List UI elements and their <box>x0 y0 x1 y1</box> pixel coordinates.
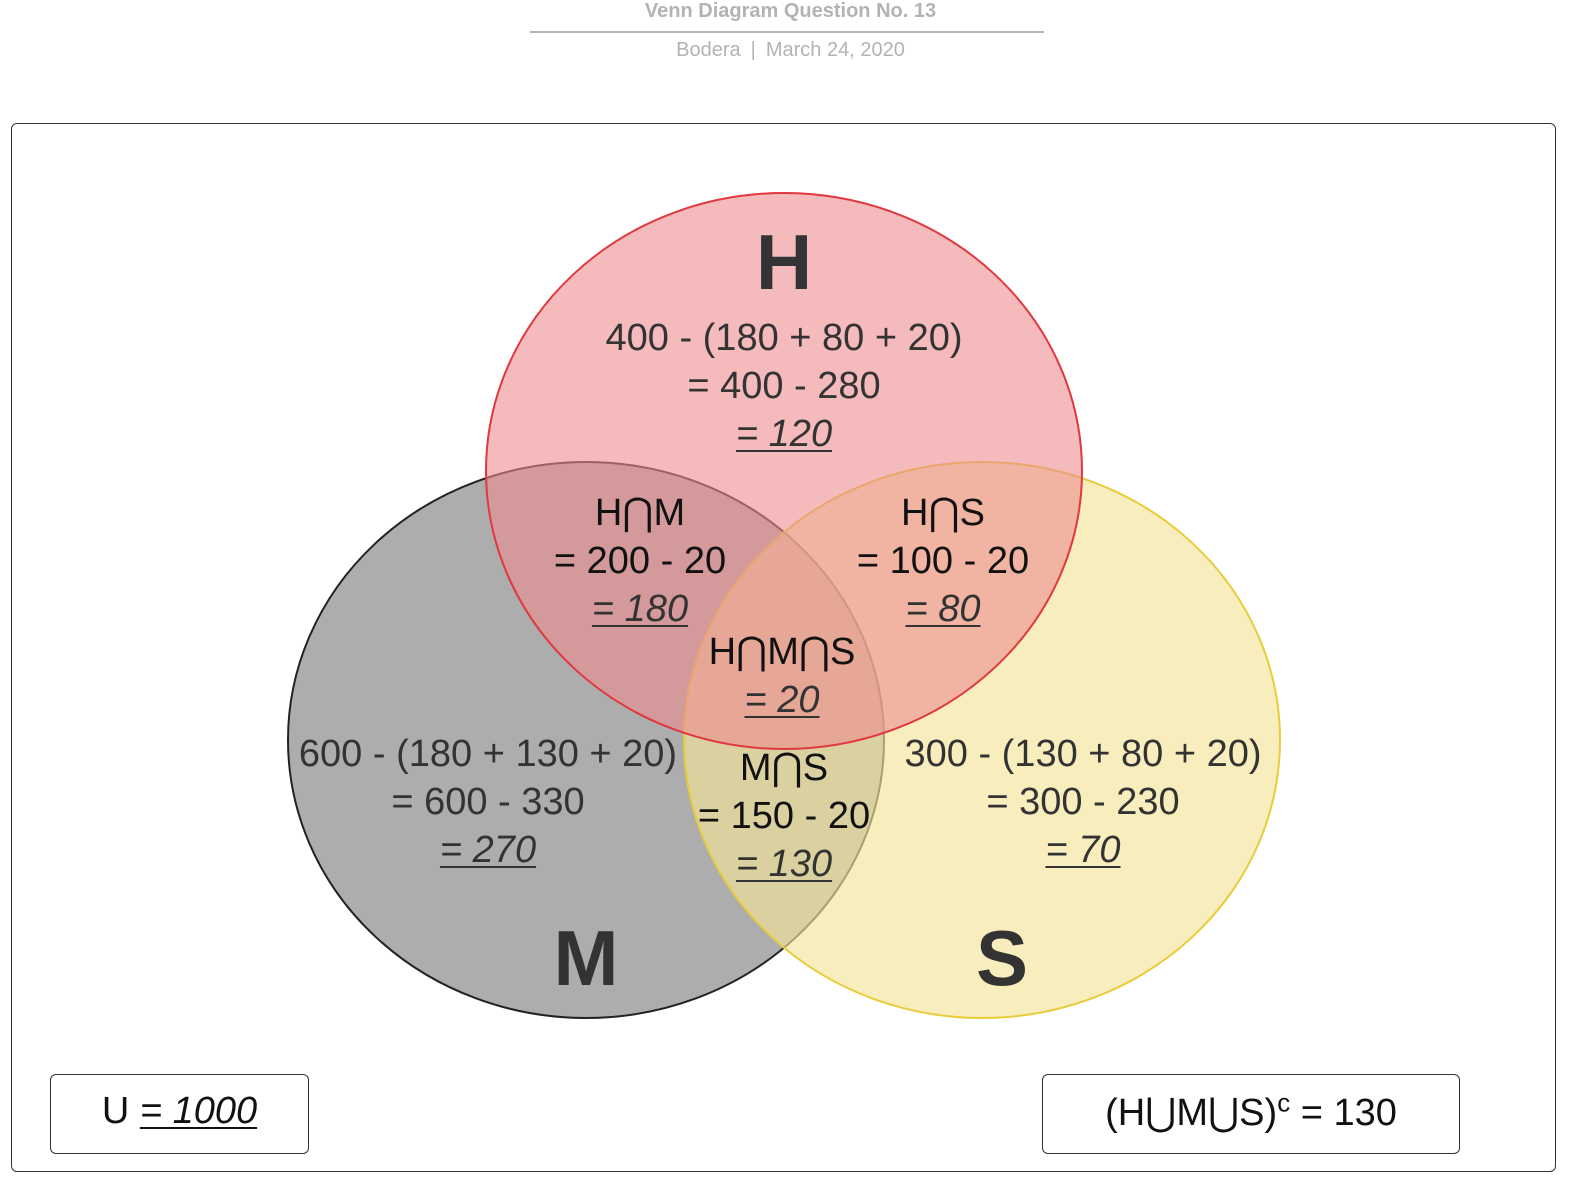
complement-value: = 130 <box>1301 1092 1397 1134</box>
intersection-h-m-region: H⋂M = 200 - 20 = 180 <box>520 489 760 633</box>
set-m-result: = 270 <box>440 829 536 871</box>
intersection-h-m-label: H⋂M <box>520 489 760 537</box>
set-s-result: = 70 <box>1045 829 1120 871</box>
set-h-calc-line2: = 400 - 280 <box>534 362 1034 410</box>
set-h-label: H <box>684 222 884 302</box>
universe-box: U = 1000 <box>50 1074 309 1154</box>
intersection-h-s-calc: = 100 - 20 <box>823 537 1063 585</box>
intersection-h-m-s-region: H⋂M⋂S = 20 <box>682 628 882 724</box>
set-s-only-region: 300 - (130 + 80 + 20) = 300 - 230 = 70 <box>863 730 1303 874</box>
set-s-calc-line2: = 300 - 230 <box>863 778 1303 826</box>
complement-superscript: c <box>1277 1087 1290 1117</box>
complement-box: (H⋃M⋃S)c = 130 <box>1042 1074 1460 1154</box>
intersection-h-s-result: = 80 <box>905 588 980 630</box>
set-s-calc-line1: 300 - (130 + 80 + 20) <box>863 730 1303 778</box>
set-h-calc-line1: 400 - (180 + 80 + 20) <box>534 314 1034 362</box>
set-m-calc-line2: = 600 - 330 <box>268 778 708 826</box>
intersection-m-s-region: M⋂S = 150 - 20 = 130 <box>674 744 894 888</box>
intersection-h-m-s-label: H⋂M⋂S <box>682 628 882 676</box>
set-s-label: S <box>902 918 1102 998</box>
intersection-h-s-region: H⋂S = 100 - 20 = 80 <box>823 489 1063 633</box>
intersection-h-s-label: H⋂S <box>823 489 1063 537</box>
set-m-calc-line1: 600 - (180 + 130 + 20) <box>268 730 708 778</box>
intersection-h-m-calc: = 200 - 20 <box>520 537 760 585</box>
intersection-m-s-calc: = 150 - 20 <box>674 792 894 840</box>
set-m-label: M <box>486 918 686 998</box>
complement-expression: (H⋃M⋃S) <box>1105 1092 1277 1134</box>
set-m-only-region: 600 - (180 + 130 + 20) = 600 - 330 = 270 <box>268 730 708 874</box>
intersection-h-m-s-result: = 20 <box>744 679 819 721</box>
intersection-m-s-result: = 130 <box>736 843 832 885</box>
universe-symbol: U <box>102 1090 129 1132</box>
set-h-only-region: 400 - (180 + 80 + 20) = 400 - 280 = 120 <box>534 314 1034 458</box>
intersection-h-m-result: = 180 <box>592 588 688 630</box>
universe-value: = 1000 <box>140 1090 257 1132</box>
set-h-result: = 120 <box>736 413 832 455</box>
intersection-m-s-label: M⋂S <box>674 744 894 792</box>
